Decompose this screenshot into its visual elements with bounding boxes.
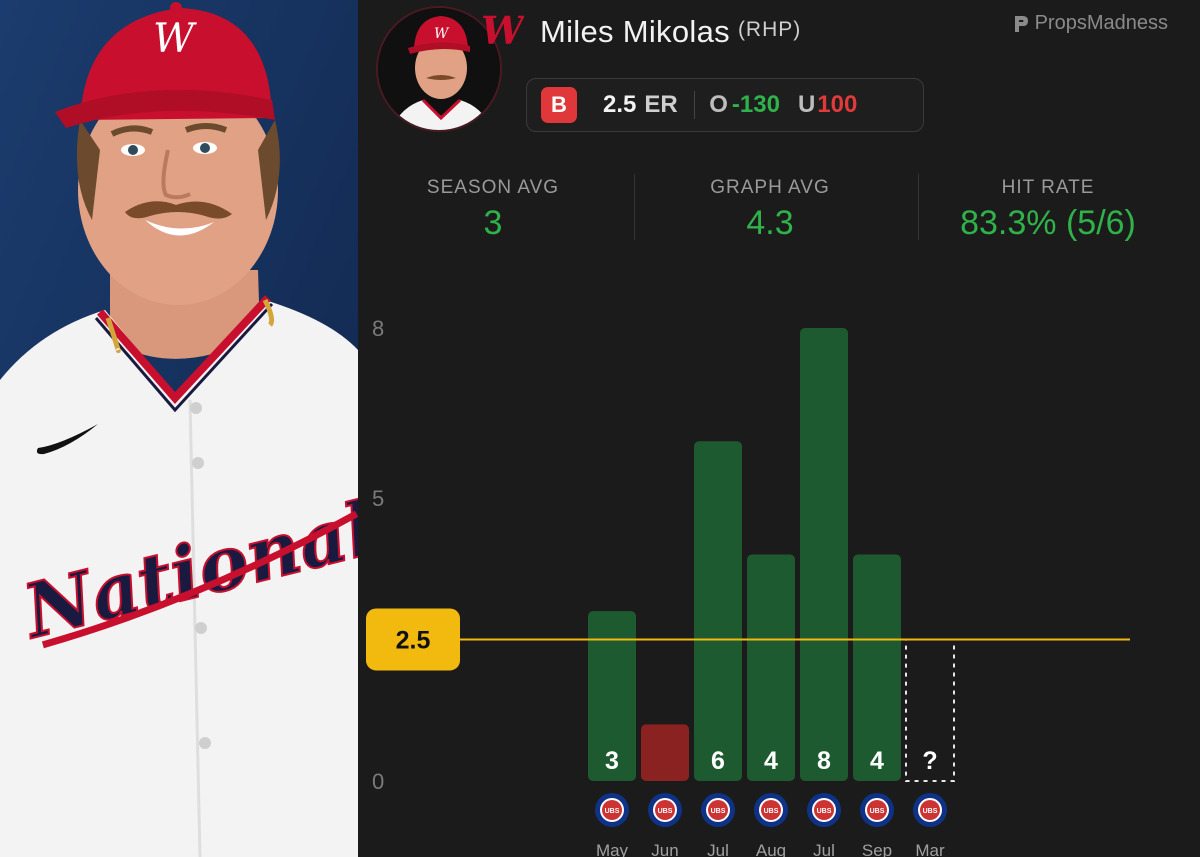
player-photo-illustration: W Nationals xyxy=(0,0,358,857)
player-position: (RHP) xyxy=(737,18,802,41)
cubs-logo-icon-text: UBS xyxy=(764,808,779,815)
cubs-logo-icon-text: UBS xyxy=(658,808,673,815)
cubs-logo-icon-text: UBS xyxy=(817,808,832,815)
prop-line-box[interactable]: B 2.5 ER O -130 U 100 xyxy=(526,78,924,132)
x-category-label: Jul xyxy=(707,841,729,857)
under-odds: 100 xyxy=(817,91,858,118)
cubs-logo-icon-center xyxy=(602,800,622,820)
bar-value-label: 4 xyxy=(870,747,884,775)
bar-value-label: ? xyxy=(922,747,937,775)
propsmadness-logo-icon xyxy=(1014,15,1028,32)
player-avatar: W xyxy=(376,6,502,132)
graph-avg-label: GRAPH AVG xyxy=(710,177,830,198)
bar xyxy=(694,441,742,781)
sportsbook-badge: B xyxy=(541,87,577,123)
prop-unit: ER xyxy=(644,91,678,118)
player-photo: W Nationals xyxy=(0,0,358,857)
threshold-badge xyxy=(366,608,460,671)
bar-value-label: 3 xyxy=(605,747,619,775)
bar xyxy=(588,611,636,781)
nationals-logo-icon: W xyxy=(481,10,524,50)
x-category-label: Sep xyxy=(862,841,892,857)
over-odds: -130 xyxy=(731,91,780,118)
svg-text:W: W xyxy=(481,10,524,50)
hit-rate-label: HIT RATE xyxy=(1001,177,1095,198)
cubs-logo-icon-text: UBS xyxy=(605,808,620,815)
player-name: Miles Mikolas (RHP) xyxy=(540,14,801,50)
cubs-logo-icon-text: UBS xyxy=(923,808,938,815)
brand-name: PropsMadness xyxy=(1034,12,1168,34)
y-tick-label: 5 xyxy=(372,486,384,511)
bar xyxy=(800,328,848,781)
x-category-label: Jul xyxy=(813,841,835,857)
hit-rate-value: 83.3% (5/6) xyxy=(960,204,1136,242)
bar xyxy=(641,724,689,781)
season-avg-value: 3 xyxy=(483,204,503,242)
bar-value-label: 6 xyxy=(711,747,725,775)
prop-line: 2.5 xyxy=(603,91,637,118)
x-category-label: Mar xyxy=(915,841,945,857)
bar-value-label: 8 xyxy=(817,747,831,775)
graph-avg-value: 4.3 xyxy=(746,204,794,242)
player-name-text: Miles Mikolas xyxy=(540,14,730,49)
bar xyxy=(853,554,901,781)
season-avg-label: SEASON AVG xyxy=(426,177,560,198)
bar xyxy=(747,554,795,781)
cubs-logo-icon-center xyxy=(761,800,781,820)
under-label: U xyxy=(797,91,816,118)
x-category-label: May xyxy=(596,841,629,857)
stats-panel: W W Miles Mikolas (RHP) PropsMadness B 2.… xyxy=(358,0,1200,857)
cubs-logo-icon-center xyxy=(814,800,834,820)
cubs-logo-icon-text: UBS xyxy=(711,808,726,815)
er-bar-chart: 0 5 8 3 UBS May UBS Jun 6 UBS Jul 4 UBS Aug 8 UBS Jul 4 UB… xyxy=(366,316,1130,857)
stat-divider xyxy=(918,174,919,240)
svg-text:W: W xyxy=(434,26,450,42)
cubs-logo-icon-center xyxy=(655,800,675,820)
cubs-logo-icon-center xyxy=(920,800,940,820)
bar-upcoming xyxy=(905,638,955,782)
y-tick-label: 8 xyxy=(372,316,384,341)
cubs-logo-icon-center xyxy=(708,800,728,820)
y-tick-label: 0 xyxy=(372,769,384,794)
x-category-label: Aug xyxy=(756,841,786,857)
threshold-label: 2.5 xyxy=(396,626,431,654)
stat-divider xyxy=(634,174,635,240)
cubs-logo-icon-center xyxy=(867,800,887,820)
brand: PropsMadness xyxy=(1013,12,1168,35)
prop-divider xyxy=(693,91,696,119)
x-category-label: Jun xyxy=(651,841,678,857)
cap-logo-letter: W xyxy=(153,16,197,62)
bar-value-label: 4 xyxy=(764,747,778,775)
cubs-logo-icon-text: UBS xyxy=(870,808,885,815)
over-label: O xyxy=(709,91,728,118)
